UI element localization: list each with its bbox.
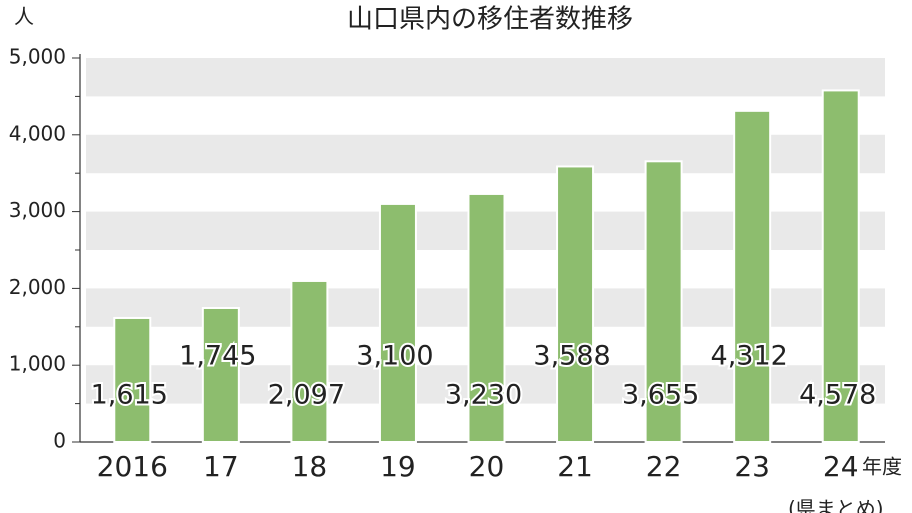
bar (378, 202, 417, 443)
bar (467, 192, 506, 443)
x-tick-label: 22 (646, 450, 682, 483)
value-label: 3,588 (533, 341, 610, 372)
y-unit: 人 (14, 5, 34, 29)
value-label: 2,097 (268, 380, 345, 411)
x-tick-label: 17 (203, 450, 239, 483)
x-tick-label: 24 (823, 450, 859, 483)
y-tick-label: 4,000 (9, 121, 66, 145)
x-tick-label: 18 (292, 450, 328, 483)
grid-band (86, 58, 885, 97)
bar (644, 160, 683, 444)
bar (113, 316, 152, 443)
bar (290, 279, 329, 444)
x-tick-label: 23 (734, 450, 770, 483)
bar (556, 165, 595, 444)
y-tick-label: 3,000 (9, 198, 66, 222)
value-label: 4,578 (799, 380, 876, 411)
chart-title: 山口県内の移住者数推移 (347, 5, 633, 35)
value-label: 1,745 (179, 341, 256, 372)
x-tick-label: 20 (469, 450, 505, 483)
value-label: 3,655 (622, 380, 699, 411)
value-label: 1,615 (91, 380, 168, 411)
y-tick-label: 0 (53, 429, 66, 453)
value-label: 4,312 (711, 341, 788, 372)
x-unit: 年度 (862, 455, 902, 479)
value-label: 3,230 (445, 380, 522, 411)
bar (201, 306, 240, 444)
x-tick-label: 21 (557, 450, 593, 483)
bar (821, 89, 860, 443)
x-tick-label: 19 (380, 450, 416, 483)
y-tick-label: 1,000 (9, 352, 66, 376)
y-tick-label: 2,000 (9, 275, 66, 299)
y-tick-label: 5,000 (9, 45, 66, 69)
x-tick-label: 2016 (97, 450, 168, 483)
source: (県まとめ) (788, 497, 884, 513)
value-label: 3,100 (356, 341, 433, 372)
bar (733, 109, 772, 443)
